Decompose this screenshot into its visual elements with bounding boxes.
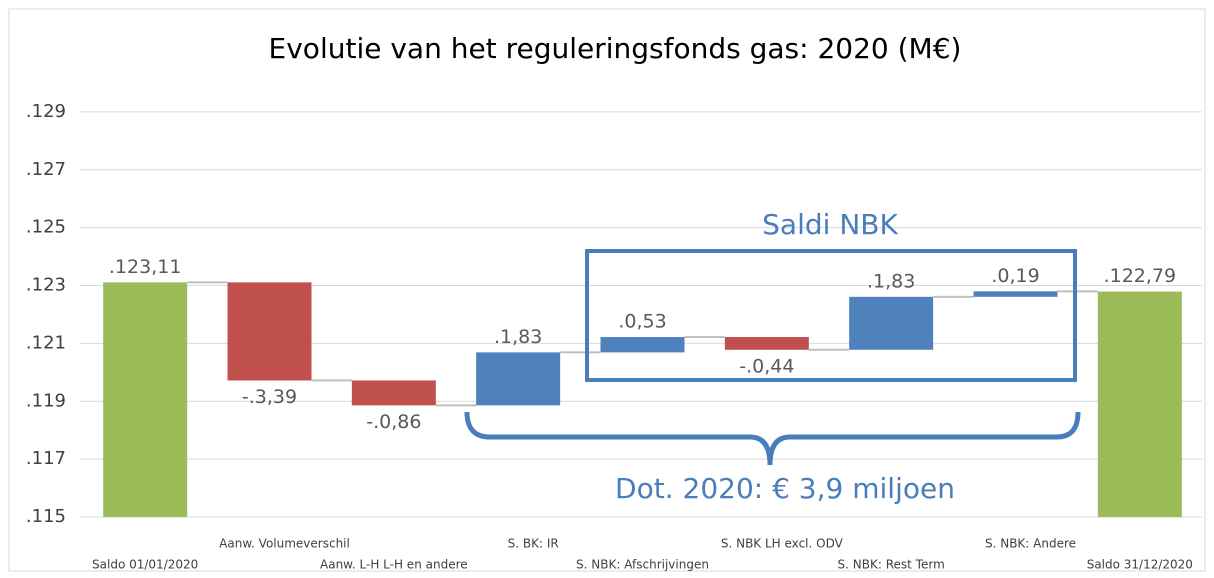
y-tick-label: .121 — [26, 332, 66, 353]
x-tick-label: S. NBK: Andere — [985, 537, 1076, 551]
x-tick-label: Aanw. L-H L-H en andere — [320, 558, 468, 572]
chart-title: Evolutie van het reguleringsfonds gas: 2… — [269, 32, 962, 65]
marks: .123,11 Saldo 01/01/2020 -.3,39 Aanw. Volum… — [92, 256, 1193, 572]
data-label: -.0,86 — [366, 411, 421, 433]
x-tick-label: S. BK: IR — [508, 537, 559, 551]
y-tick-label: .129 — [26, 101, 66, 122]
x-tick-label: Aanw. Volumeverschil — [219, 537, 350, 551]
brace — [464, 411, 1081, 466]
brace-label: Dot. 2020: € 3,9 miljoen — [615, 472, 955, 505]
y-tick-label: .117 — [26, 448, 66, 469]
data-label: .122,79 — [1104, 265, 1177, 287]
bar — [103, 282, 188, 517]
y-tick-label: .127 — [26, 159, 66, 180]
chart-border — [8, 8, 1206, 572]
bar — [227, 282, 312, 381]
data-label: .123,11 — [109, 256, 182, 278]
y-tick-label: .115 — [26, 506, 66, 527]
data-label: .0,53 — [618, 311, 666, 333]
y-tick-label: .125 — [26, 217, 66, 238]
x-tick-label: S. NBK: Afschrijvingen — [576, 558, 709, 572]
bar — [724, 337, 809, 350]
x-tick-label: Saldo 01/01/2020 — [92, 558, 198, 572]
data-label: .0,19 — [991, 265, 1039, 287]
bar — [849, 296, 934, 350]
data-label: .1,83 — [867, 270, 915, 292]
data-label: .1,83 — [494, 326, 542, 348]
bar — [600, 337, 685, 353]
bar — [973, 291, 1058, 297]
x-tick-label: S. NBK LH excl. ODV — [721, 537, 844, 551]
data-label: -.0,44 — [739, 355, 794, 377]
data-label: -.3,39 — [242, 386, 297, 408]
bar — [351, 380, 436, 406]
nbk-box — [585, 249, 1077, 382]
x-tick-label: Saldo 31/12/2020 — [1087, 558, 1193, 572]
box-label: Saldi NBK — [762, 208, 898, 241]
y-tick-label: .119 — [26, 390, 66, 411]
x-tick-label: S. NBK: Rest Term — [838, 558, 945, 572]
bar — [476, 352, 561, 406]
y-tick-label: .123 — [26, 275, 66, 296]
bar — [1097, 291, 1182, 517]
